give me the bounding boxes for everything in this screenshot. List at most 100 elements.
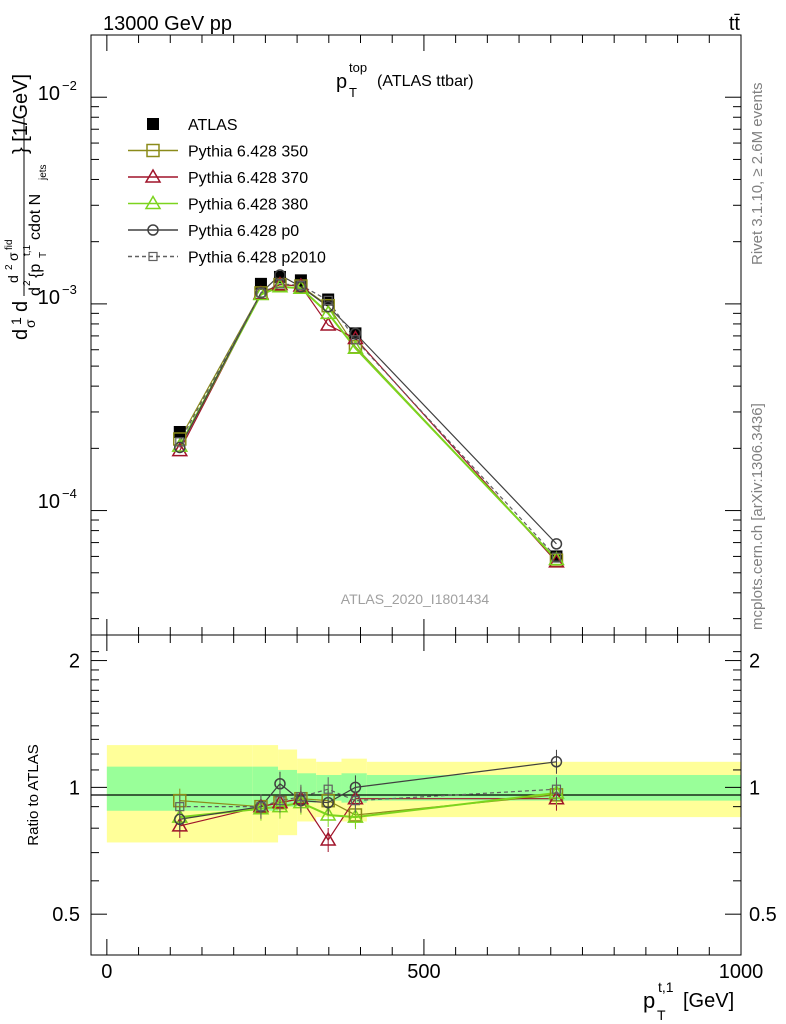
ratio-data-point (319, 806, 337, 821)
main-ytick-label-1e-3: 10 −3 (38, 282, 77, 309)
legend-label: Pythia 6.428 p0 (188, 223, 299, 240)
svg-text:cdot N: cdot N (27, 194, 44, 240)
ratio-y-axis-label: Ratio to ATLAS (25, 744, 42, 845)
main-data-point (171, 442, 189, 457)
svg-text:10: 10 (38, 491, 60, 513)
svg-text:2: 2 (4, 264, 15, 270)
ratio-ytick-label-right: 0.5 (749, 904, 777, 926)
main-series-line (179, 283, 557, 558)
main-data-point (174, 441, 186, 454)
svg-text:T: T (38, 252, 49, 258)
svg-text:2: 2 (22, 280, 33, 286)
legend-entry: Pythia 6.428 p0 (128, 223, 299, 240)
legend-marker (146, 143, 160, 158)
svg-text:} [1/GeV]: } [1/GeV] (10, 74, 32, 154)
energy-label: 13000 GeV pp (103, 13, 232, 35)
xtick-label: 1000 (719, 961, 764, 983)
ratio-uncertainty-band (106, 745, 741, 843)
legend-marker (144, 168, 162, 183)
main-data-point (319, 316, 337, 331)
ratio-data-point (275, 796, 285, 806)
ratio-data-point (319, 831, 337, 846)
plot-title: p top T (ATLAS ttbar) (336, 60, 474, 100)
svg-text:(ATLAS ttbar): (ATLAS ttbar) (377, 73, 474, 90)
ratio-ticks (91, 635, 742, 955)
svg-text:d: d (10, 301, 32, 312)
main-ticks (91, 34, 742, 635)
main-series-lines (178, 274, 558, 563)
main-data-point (175, 437, 185, 447)
main-series-line (179, 274, 557, 545)
main-data-point (349, 327, 362, 340)
legend-marker (147, 118, 159, 130)
svg-text:{p: {p (27, 264, 44, 278)
mcplots-label: mcplots.cern.ch [arXiv:1306.3436] (749, 403, 766, 630)
main-data-point (347, 339, 364, 355)
svg-text:d: d (5, 275, 21, 283)
main-data-point (323, 295, 333, 305)
svg-text:d: d (10, 329, 32, 340)
legend-entry: Pythia 6.428 p2010 (128, 250, 326, 267)
rivet-version-label: Rivet 3.1.10, ≥ 2.6M events (749, 83, 766, 266)
main-data-point (551, 552, 562, 562)
ratio-data-point (350, 796, 361, 806)
process-label: tt̄ (729, 13, 741, 35)
main-panel: 10 −2 10 −3 10 −4 p top T (ATLAS ttbar) … (38, 34, 742, 636)
svg-text:p: p (643, 988, 655, 1013)
legend-label: ATLAS (188, 117, 238, 134)
main-data-point (173, 425, 186, 438)
xtick-labels: 0 500 1000 (101, 961, 763, 983)
ratio-data-point (551, 784, 562, 794)
svg-text:d: d (27, 287, 44, 296)
main-series-line (179, 283, 557, 563)
svg-text:−2: −2 (62, 78, 77, 93)
svg-text:[GeV]: [GeV] (683, 990, 734, 1012)
svg-text:−3: −3 (62, 282, 77, 297)
svg-text:top: top (349, 60, 367, 75)
ratio-ytick-label-right: 2 (749, 651, 760, 673)
legend-marker (144, 195, 162, 210)
svg-text:1: 1 (8, 317, 24, 325)
main-data-point (550, 538, 563, 550)
svg-text:t,1: t,1 (658, 979, 674, 995)
band-inner-bin (316, 774, 342, 801)
legend-label: Pythia 6.428 p2010 (188, 250, 326, 267)
main-ytick-label-1e-2: 10 −2 (38, 78, 77, 105)
x-axis-label: p T t,1 [GeV] (643, 979, 734, 1023)
main-data-point (256, 288, 266, 298)
analysis-id-label: ATLAS_2020_I1801434 (341, 591, 490, 607)
ratio-data-point (256, 802, 266, 812)
ratio-data-point (296, 792, 306, 802)
svg-text:T: T (349, 85, 357, 100)
svg-text:fid: fid (4, 239, 15, 250)
main-y-axis-label: d 1 σ d d 2 σ fid d 2 {p T t,1 cdot N je… (4, 74, 49, 340)
ratio-data-point (550, 756, 563, 768)
legend-marker (148, 251, 158, 262)
legend-entry: ATLAS (147, 117, 238, 134)
svg-text:10: 10 (38, 83, 60, 105)
legend-marker (147, 224, 159, 236)
main-series-markers (171, 269, 565, 568)
main-data-point (275, 279, 285, 289)
svg-text:σ: σ (22, 319, 38, 328)
svg-text:−4: −4 (62, 486, 77, 501)
svg-text:t,1: t,1 (22, 244, 33, 256)
main-series-line (179, 283, 557, 561)
svg-text:p: p (336, 71, 347, 93)
ratio-panel: Ratio to ATLAS 0.5 0.5 1 1 2 2 0 500 1000 (25, 634, 777, 983)
legend: ATLAS Pythia 6.428 350 Pythia 6.428 370 Pyt… (128, 117, 326, 267)
ratio-data-point (323, 784, 333, 794)
ratio-ytick-label-left: 2 (69, 651, 80, 673)
svg-text:10: 10 (38, 287, 60, 309)
main-data-point (319, 304, 337, 320)
ratio-ytick-label-left: 1 (69, 777, 80, 799)
main-ytick-label-1e-4: 10 −4 (38, 486, 77, 513)
svg-text:T: T (657, 1007, 666, 1023)
ratio-series-markers (171, 749, 565, 853)
legend-entry: Pythia 6.428 370 (128, 168, 308, 187)
ratio-data-point (175, 802, 185, 812)
ratio-frame (90, 634, 742, 956)
svg-text:σ: σ (5, 252, 21, 261)
legend-label: Pythia 6.428 370 (188, 170, 308, 187)
xtick-label: 500 (407, 961, 440, 983)
